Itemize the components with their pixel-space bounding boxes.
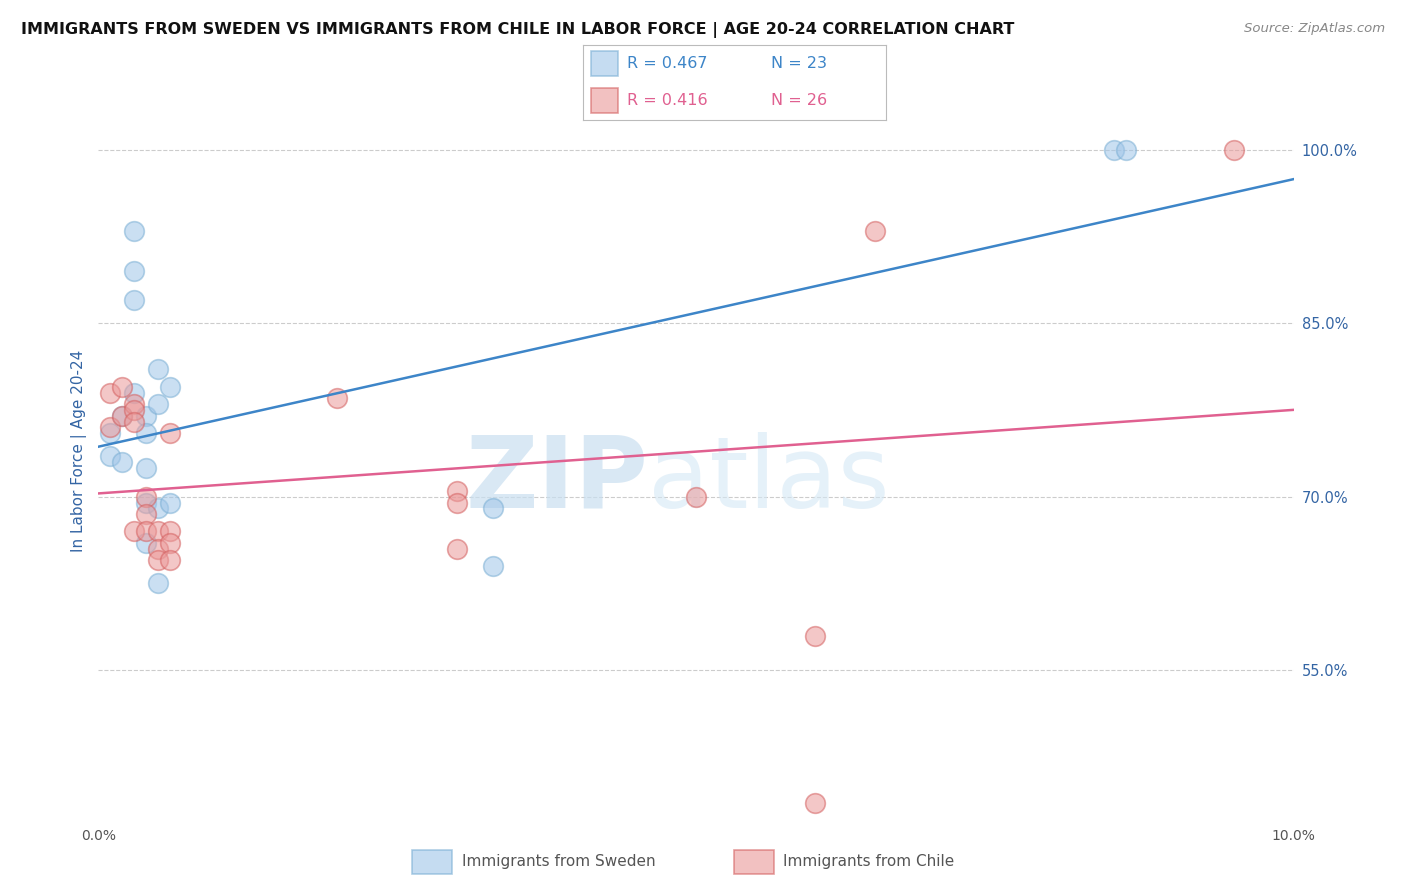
Point (124, 524, 146, 539)
Text: R = 0.467: R = 0.467 (627, 56, 707, 71)
Point (124, 415, 146, 429)
Point (159, 553, 181, 567)
Point (804, 629, 827, 643)
Text: IMMIGRANTS FROM SWEDEN VS IMMIGRANTS FROM CHILE IN LABOR FORCE | AGE 20-24 CORRE: IMMIGRANTS FROM SWEDEN VS IMMIGRANTS FRO… (21, 22, 1015, 38)
Point (98, 420, 122, 434)
Point (135, 536, 157, 550)
Point (685, 490, 707, 504)
Point (148, 576, 170, 591)
Point (148, 541, 170, 556)
Point (1115, 143, 1137, 157)
Point (98, 385, 122, 400)
Text: N = 26: N = 26 (770, 93, 827, 108)
Point (159, 380, 181, 394)
Point (148, 362, 170, 376)
Point (124, 403, 146, 417)
Text: ZIP: ZIP (465, 432, 648, 529)
Point (1104, 143, 1126, 157)
Point (135, 409, 157, 423)
Point (98, 449, 122, 463)
Point (1223, 143, 1246, 157)
Point (148, 524, 170, 539)
Point (135, 507, 157, 521)
Point (446, 483, 468, 498)
Point (446, 541, 468, 556)
Point (111, 380, 134, 394)
Point (159, 426, 181, 441)
Point (135, 426, 157, 441)
Point (124, 293, 146, 307)
Point (159, 524, 181, 539)
Point (124, 224, 146, 238)
Point (804, 797, 827, 811)
Point (135, 524, 157, 539)
Point (326, 392, 349, 406)
Text: atlas: atlas (648, 432, 890, 529)
Text: R = 0.416: R = 0.416 (627, 93, 709, 108)
Point (135, 460, 157, 475)
FancyBboxPatch shape (591, 52, 619, 77)
Point (865, 224, 887, 238)
Point (135, 490, 157, 504)
Point (111, 455, 134, 469)
Point (482, 501, 505, 516)
Y-axis label: In Labor Force | Age 20-24: In Labor Force | Age 20-24 (72, 350, 87, 551)
FancyBboxPatch shape (412, 850, 453, 873)
Point (124, 264, 146, 278)
Text: Immigrants from Sweden: Immigrants from Sweden (461, 855, 655, 869)
Point (98, 426, 122, 441)
Point (148, 553, 170, 567)
Point (148, 501, 170, 516)
Text: N = 23: N = 23 (770, 56, 827, 71)
Point (135, 495, 157, 509)
Text: Immigrants from Chile: Immigrants from Chile (783, 855, 955, 869)
Point (482, 559, 505, 574)
Point (111, 409, 134, 423)
Point (446, 495, 468, 509)
Point (159, 536, 181, 550)
Point (159, 495, 181, 509)
Text: Source: ZipAtlas.com: Source: ZipAtlas.com (1244, 22, 1385, 36)
FancyBboxPatch shape (591, 87, 619, 112)
FancyBboxPatch shape (734, 850, 775, 873)
Point (148, 397, 170, 411)
Point (124, 397, 146, 411)
Point (111, 409, 134, 423)
Point (124, 385, 146, 400)
